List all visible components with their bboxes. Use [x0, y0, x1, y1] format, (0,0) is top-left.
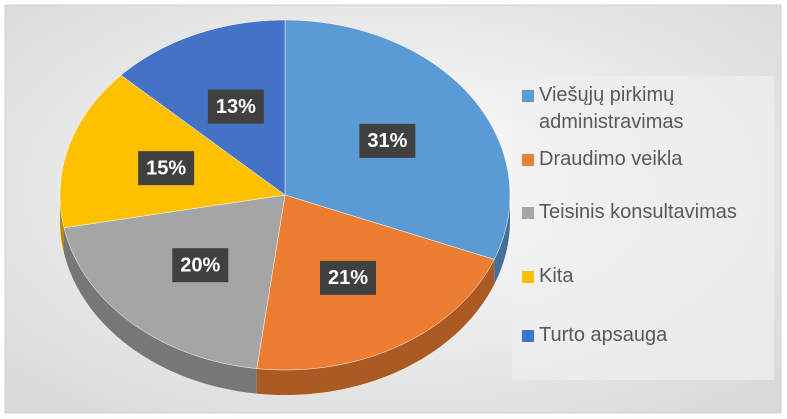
legend-swatch: [522, 330, 534, 342]
legend-label: Viešųjų pirkimų administravimas: [539, 84, 684, 133]
value-label-box: [172, 248, 229, 283]
legend-swatch: [522, 154, 534, 166]
value-label-text: 31%: [367, 130, 407, 152]
slice-side: [63, 227, 257, 394]
value-label-text: 15%: [146, 157, 186, 179]
value-label-box: [359, 123, 416, 158]
legend: Viešųjų pirkimų administravimas Draudimo …: [512, 76, 774, 380]
legend-swatch: [522, 271, 534, 283]
legend-label: Draudimo veikla: [539, 148, 683, 170]
legend-item: Teisinis konsultavimas: [522, 199, 772, 226]
value-label: 31%: [359, 123, 416, 158]
value-label: 21%: [319, 260, 376, 295]
value-label: 15%: [138, 151, 195, 186]
legend-swatch: [522, 90, 534, 102]
legend-item: Kita: [522, 263, 772, 290]
slice-side: [494, 195, 510, 285]
value-label-text: 21%: [328, 267, 368, 289]
value-label: 20%: [172, 248, 229, 283]
value-label-box: [138, 151, 195, 186]
legend-item: Draudimo veikla: [522, 146, 772, 173]
value-label-box: [319, 260, 376, 295]
value-label-text: 13%: [216, 96, 256, 118]
slice: [120, 19, 286, 196]
value-label: 13%: [207, 89, 264, 124]
legend-label: Kita: [539, 265, 574, 287]
legend-item: Turto apsauga: [522, 322, 772, 349]
legend-item: Viešųjų pirkimų administravimas: [522, 82, 772, 136]
legend-label: Teisinis konsultavimas: [539, 201, 737, 223]
legend-label: Turto apsauga: [539, 324, 668, 346]
value-label-box: [207, 89, 264, 124]
slice-side: [256, 259, 495, 395]
slice-side: [60, 195, 64, 253]
value-label-text: 20%: [180, 254, 220, 276]
legend-swatch: [522, 207, 534, 219]
